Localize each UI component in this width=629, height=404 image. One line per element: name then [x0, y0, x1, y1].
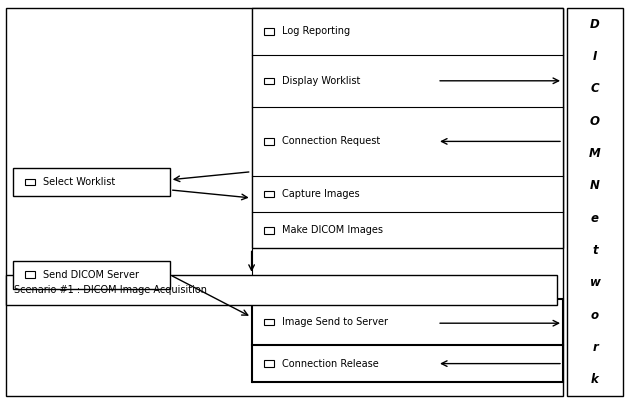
Text: Scenario #1 : DICOM Image Acquisition: Scenario #1 : DICOM Image Acquisition: [14, 285, 207, 295]
Text: Make DICOM Images: Make DICOM Images: [282, 225, 383, 235]
Bar: [264, 138, 274, 145]
Bar: [264, 78, 274, 84]
Text: t: t: [593, 244, 598, 257]
Bar: [252, 8, 563, 248]
Text: Capture Images: Capture Images: [282, 189, 359, 199]
Bar: [567, 8, 623, 396]
Text: Image Send to Server: Image Send to Server: [282, 317, 388, 327]
Text: Display Worklist: Display Worklist: [282, 76, 360, 86]
Text: k: k: [591, 373, 599, 386]
Bar: [13, 261, 170, 289]
Text: Send DICOM Server: Send DICOM Server: [43, 270, 139, 280]
Text: Connection Release: Connection Release: [282, 359, 379, 368]
Text: Log Reporting: Log Reporting: [282, 26, 350, 36]
Text: C: C: [591, 82, 599, 95]
Bar: [6, 8, 563, 396]
Text: M: M: [589, 147, 601, 160]
Bar: [252, 299, 563, 382]
Text: D: D: [590, 18, 600, 31]
Bar: [264, 360, 274, 367]
Text: Connection Request: Connection Request: [282, 137, 380, 146]
Bar: [264, 191, 274, 197]
Bar: [6, 275, 557, 305]
Text: I: I: [593, 50, 597, 63]
Bar: [264, 28, 274, 35]
Bar: [25, 179, 35, 185]
Text: e: e: [591, 212, 599, 225]
Text: Select Worklist: Select Worklist: [43, 177, 115, 187]
Text: O: O: [590, 115, 600, 128]
Text: o: o: [591, 309, 599, 322]
Text: r: r: [592, 341, 598, 354]
Text: N: N: [590, 179, 600, 192]
Bar: [264, 319, 274, 326]
Bar: [264, 227, 274, 234]
Text: w: w: [589, 276, 601, 289]
Bar: [25, 271, 35, 278]
Bar: [13, 168, 170, 196]
